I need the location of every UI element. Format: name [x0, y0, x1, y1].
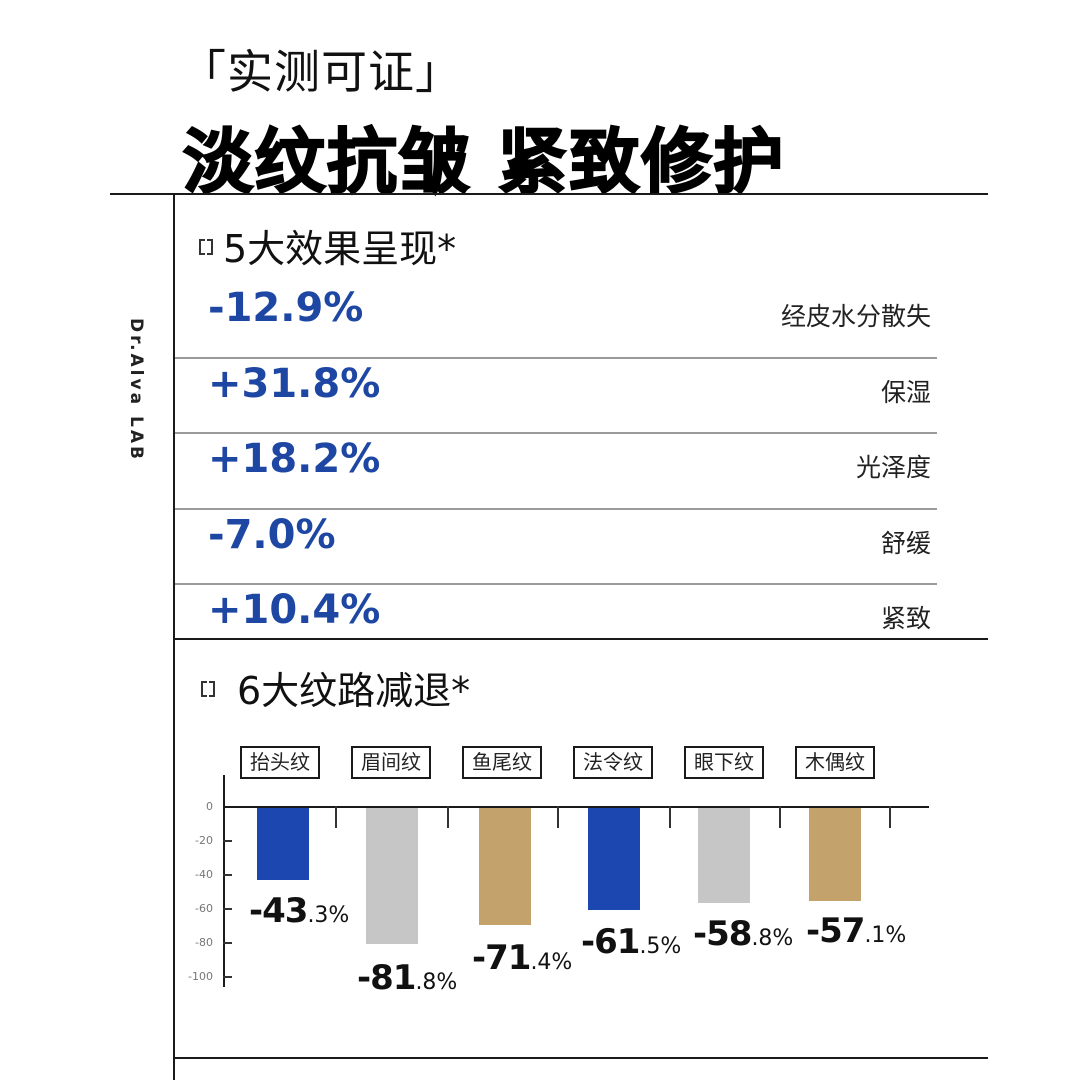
y-tick	[223, 874, 232, 876]
effect-value: +31.8%	[208, 360, 381, 407]
bracket-icon	[201, 680, 215, 697]
y-axis	[223, 775, 225, 987]
brand-label: Dr.Alva LAB	[126, 318, 146, 462]
bar-value-label: -43.3%	[249, 891, 349, 931]
x-tick	[779, 806, 781, 828]
category-tag: 木偶纹	[795, 746, 875, 779]
bar-under-eye-lines	[698, 808, 750, 903]
bar-value-decimal: .3%	[307, 903, 350, 928]
y-tick-label: -100	[188, 970, 213, 983]
left-divider	[173, 193, 175, 1080]
effect-row: -12.9% 经皮水分散失	[175, 283, 937, 359]
bar-value-decimal: .1%	[864, 923, 907, 948]
effects-section-title: 5大效果呈现*	[223, 227, 457, 271]
bar-crows-feet	[479, 808, 531, 925]
y-tick	[223, 942, 232, 944]
x-tick	[335, 806, 337, 828]
bar-value-decimal: .5%	[639, 934, 682, 959]
category-tag: 眉间纹	[351, 746, 431, 779]
bar-value-integer: -71	[472, 938, 531, 978]
effect-label: 保湿	[880, 377, 931, 407]
bar-forehead-lines	[257, 808, 309, 880]
y-tick	[223, 908, 232, 910]
y-tick-label: -80	[195, 936, 213, 949]
bar-value-decimal: .8%	[415, 970, 458, 995]
effect-label: 经皮水分散失	[780, 302, 931, 331]
x-tick	[557, 806, 559, 828]
y-tick-label: -40	[195, 868, 213, 881]
bottom-divider	[173, 1057, 988, 1059]
y-tick-label: -60	[195, 902, 213, 915]
y-tick-label: 0	[206, 800, 213, 813]
bar-value-decimal: .8%	[751, 926, 794, 951]
category-tag: 法令纹	[573, 746, 653, 779]
bar-value-label: -81.8%	[357, 958, 457, 998]
top-divider	[110, 193, 988, 195]
effect-value: +10.4%	[208, 587, 381, 633]
x-tick	[889, 806, 891, 828]
x-tick	[447, 806, 449, 828]
bar-value-integer: -58	[693, 914, 752, 954]
bar-value-label: -58.8%	[693, 914, 793, 954]
wrinkle-section-heading: 6大纹路减退*	[201, 660, 470, 715]
effect-value: +18.2%	[208, 436, 381, 482]
x-axis	[223, 806, 929, 808]
category-tag: 鱼尾纹	[462, 746, 542, 779]
bar-value-label: -61.5%	[581, 922, 681, 962]
effect-row: +18.2% 光泽度	[175, 434, 937, 510]
effect-row: -7.0% 舒缓	[175, 510, 937, 585]
bar-marionette-lines	[809, 808, 861, 901]
y-tick	[223, 840, 232, 842]
bracket-icon	[199, 238, 213, 255]
effects-section-heading: 5大效果呈现*	[199, 218, 456, 273]
effect-label: 光泽度	[855, 453, 931, 482]
effect-row: +10.4% 紧致	[175, 585, 937, 661]
middle-divider	[173, 638, 988, 640]
bar-value-integer: -61	[581, 922, 640, 962]
effect-label: 舒缓	[880, 528, 931, 558]
bar-value-decimal: .4%	[530, 950, 573, 975]
category-tags: 抬头纹 眉间纹 鱼尾纹 法令纹 眼下纹 木偶纹	[0, 746, 1080, 782]
bar-value-label: -57.1%	[806, 911, 906, 951]
effect-value: -12.9%	[208, 285, 364, 331]
effect-label: 紧致	[880, 604, 931, 633]
wrinkle-section-title: 6大纹路减退*	[237, 669, 471, 713]
bar-value-integer: -81	[357, 958, 416, 998]
effect-value: -7.0%	[208, 511, 336, 558]
bar-value-integer: -43	[249, 891, 308, 931]
x-tick	[669, 806, 671, 828]
bar-value-integer: -57	[806, 911, 865, 951]
header-subtitle: 「实测可证」	[180, 45, 462, 99]
bar-nasolabial-folds	[588, 808, 640, 910]
category-tag: 眼下纹	[684, 746, 764, 779]
y-tick-label: -20	[195, 834, 213, 847]
y-tick	[223, 976, 232, 978]
header-title: 淡纹抗皱 紧致修护	[182, 120, 786, 204]
category-tag: 抬头纹	[240, 746, 320, 779]
bar-glabellar-lines	[366, 808, 418, 944]
effect-row: +31.8% 保湿	[175, 359, 937, 434]
effects-list: -12.9% 经皮水分散失 +31.8% 保湿 +18.2% 光泽度 -7.0%…	[175, 283, 937, 661]
bar-value-label: -71.4%	[472, 938, 572, 978]
